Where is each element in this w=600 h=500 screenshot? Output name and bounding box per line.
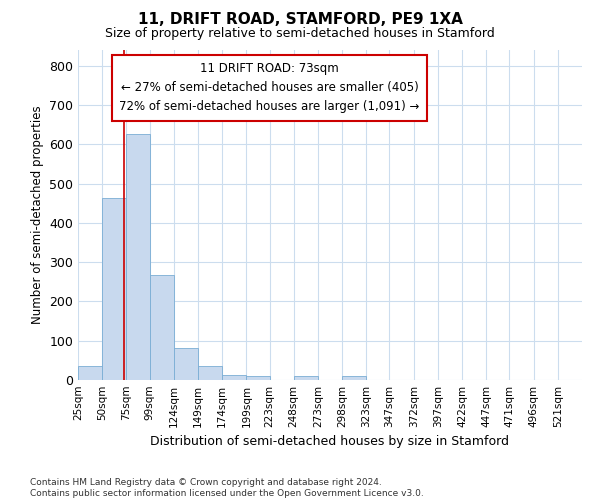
Bar — [198, 366, 222, 380]
Y-axis label: Number of semi-detached properties: Number of semi-detached properties — [31, 106, 44, 324]
Bar — [149, 275, 174, 380]
Bar — [78, 366, 102, 380]
Bar — [342, 376, 366, 380]
Bar — [174, 348, 198, 380]
X-axis label: Distribution of semi-detached houses by size in Stamford: Distribution of semi-detached houses by … — [151, 436, 509, 448]
Text: 11, DRIFT ROAD, STAMFORD, PE9 1XA: 11, DRIFT ROAD, STAMFORD, PE9 1XA — [137, 12, 463, 28]
Bar — [222, 374, 247, 380]
Bar — [102, 198, 127, 380]
Text: 11 DRIFT ROAD: 73sqm
← 27% of semi-detached houses are smaller (405)
72% of semi: 11 DRIFT ROAD: 73sqm ← 27% of semi-detac… — [119, 62, 420, 114]
Text: Size of property relative to semi-detached houses in Stamford: Size of property relative to semi-detach… — [105, 28, 495, 40]
Bar — [127, 134, 149, 380]
Bar — [247, 376, 269, 380]
Text: Contains HM Land Registry data © Crown copyright and database right 2024.
Contai: Contains HM Land Registry data © Crown c… — [30, 478, 424, 498]
Bar — [294, 376, 318, 380]
